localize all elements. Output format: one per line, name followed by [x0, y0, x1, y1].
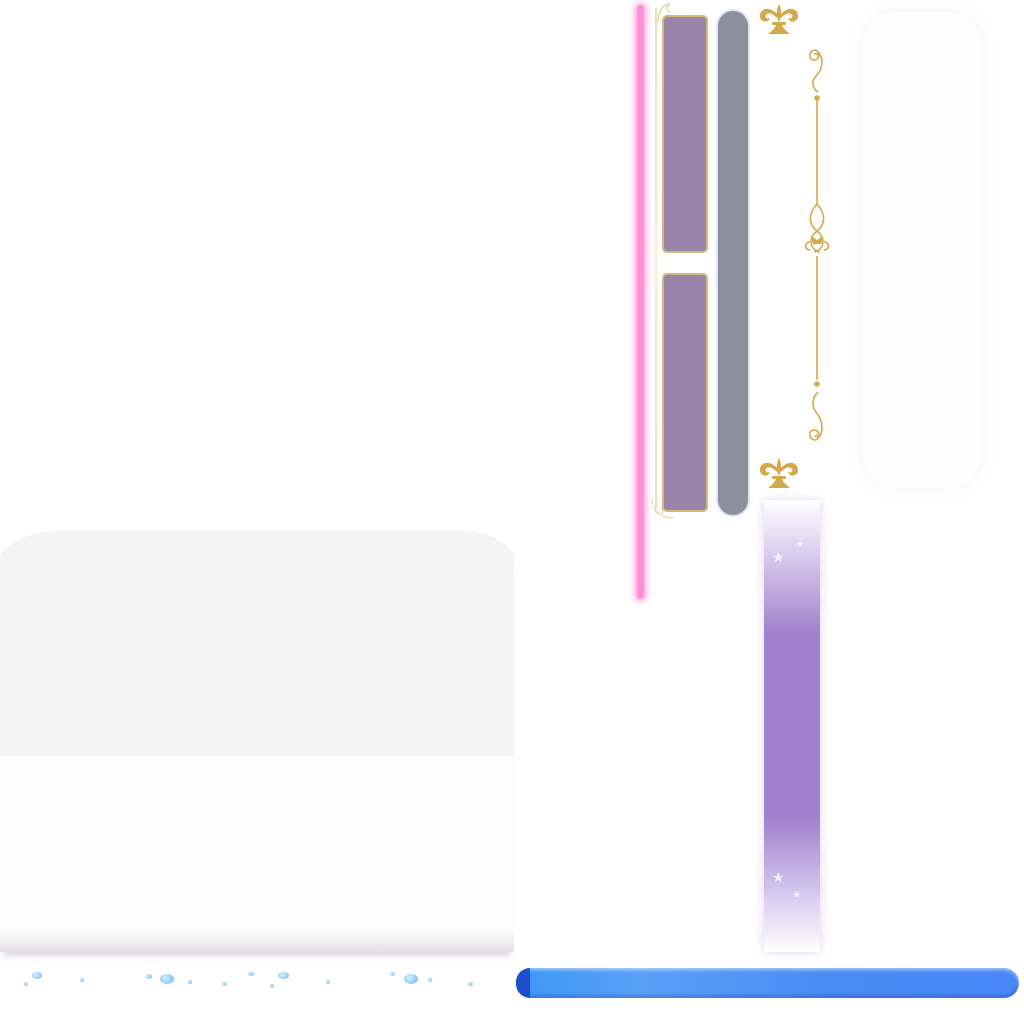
- fleur-de-lis-icon: [760, 4, 798, 34]
- purple-glow-column: ★ ★ ★ ★: [764, 500, 820, 952]
- bubble-icon: [24, 982, 28, 986]
- bubble-icon: [326, 980, 330, 984]
- purple-slot-bottom: [662, 273, 708, 512]
- grey-scroll-track: [716, 9, 750, 517]
- bubble-icon: [278, 972, 289, 979]
- bubble-icon: [248, 972, 254, 976]
- bubble-icon: [188, 980, 192, 984]
- bubble-icon: [270, 984, 274, 988]
- card-header-area: [0, 530, 514, 756]
- bubble-icon: [222, 982, 227, 986]
- star-icon: ★: [772, 870, 785, 886]
- bubble-icon: [146, 974, 152, 979]
- bubble-icon: [468, 982, 473, 986]
- scroll-divider-icon: [804, 49, 830, 441]
- white-card-panel: [0, 530, 514, 952]
- bubble-decoration-strip: [0, 960, 490, 1000]
- star-icon: ★: [796, 540, 805, 550]
- gold-frame-line: [655, 8, 657, 508]
- corner-flourish-icon: [657, 3, 671, 23]
- progress-bar-tip: [516, 968, 530, 998]
- bubble-icon: [32, 972, 42, 979]
- bubble-icon: [160, 974, 174, 984]
- star-icon: ★: [792, 890, 801, 901]
- bubble-icon: [390, 972, 395, 976]
- blue-progress-bar: [516, 968, 1019, 998]
- ghost-panel: [862, 12, 982, 488]
- card-bottom-shadow: [0, 930, 514, 952]
- pink-neon-line: [636, 4, 645, 600]
- bubble-icon: [404, 974, 418, 984]
- star-icon: ★: [772, 550, 785, 566]
- purple-slot-top: [662, 15, 708, 253]
- bubble-icon: [80, 978, 84, 982]
- fleur-de-lis-icon: [760, 458, 798, 488]
- bubble-icon: [428, 978, 432, 982]
